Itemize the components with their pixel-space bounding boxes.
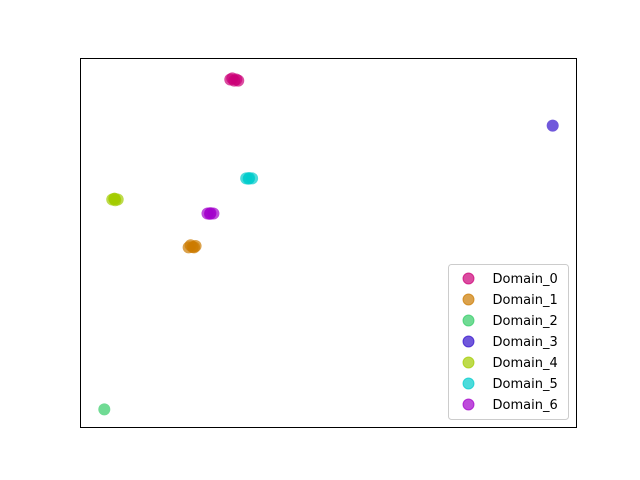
legend-label: Domain_5 (493, 377, 558, 392)
legend-marker (462, 293, 475, 306)
legend-label: Domain_6 (493, 398, 558, 413)
legend-label: Domain_4 (493, 356, 558, 371)
legend-box (448, 264, 569, 420)
scatter-point (98, 403, 111, 416)
legend-marker (462, 356, 475, 369)
legend-marker (462, 272, 475, 285)
scatter-point (203, 207, 216, 220)
legend-marker (462, 398, 475, 411)
scatter-point (108, 192, 121, 205)
legend-label: Domain_1 (493, 293, 558, 308)
legend-marker (462, 314, 475, 327)
legend-label: Domain_3 (493, 335, 558, 350)
plot-frame (80, 58, 577, 428)
scatter-point (230, 73, 243, 86)
legend-marker (462, 335, 475, 348)
legend-marker (462, 377, 475, 390)
legend: Domain_0 Domain_1 Domain_2 Domain_3 Domain_4… (448, 264, 569, 420)
scatter-point (546, 119, 559, 132)
legend-label: Domain_2 (493, 314, 558, 329)
scatter-point (242, 172, 255, 185)
legend-label: Domain_0 (493, 272, 558, 287)
scatter-point (188, 241, 201, 254)
